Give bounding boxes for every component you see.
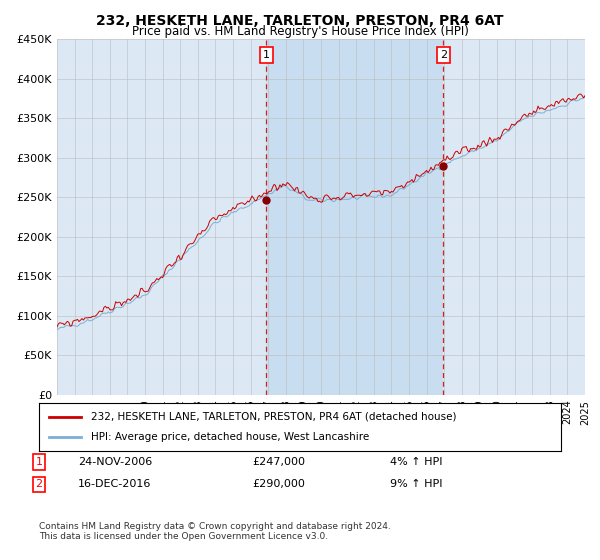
Text: 1: 1 (35, 457, 43, 467)
Text: HPI: Average price, detached house, West Lancashire: HPI: Average price, detached house, West… (91, 432, 370, 442)
Text: 24-NOV-2006: 24-NOV-2006 (78, 457, 152, 467)
Text: £247,000: £247,000 (252, 457, 305, 467)
Text: 4% ↑ HPI: 4% ↑ HPI (390, 457, 443, 467)
Text: 1: 1 (263, 50, 270, 60)
Text: 9% ↑ HPI: 9% ↑ HPI (390, 479, 443, 489)
Text: Contains HM Land Registry data © Crown copyright and database right 2024.
This d: Contains HM Land Registry data © Crown c… (39, 522, 391, 542)
Text: 232, HESKETH LANE, TARLETON, PRESTON, PR4 6AT: 232, HESKETH LANE, TARLETON, PRESTON, PR… (96, 14, 504, 28)
Text: 232, HESKETH LANE, TARLETON, PRESTON, PR4 6AT (detached house): 232, HESKETH LANE, TARLETON, PRESTON, PR… (91, 412, 457, 422)
Bar (266, 39, 443, 395)
Text: 16-DEC-2016: 16-DEC-2016 (78, 479, 151, 489)
Text: 2: 2 (440, 50, 447, 60)
Text: 2: 2 (35, 479, 43, 489)
Text: £290,000: £290,000 (252, 479, 305, 489)
Text: Price paid vs. HM Land Registry's House Price Index (HPI): Price paid vs. HM Land Registry's House … (131, 25, 469, 38)
